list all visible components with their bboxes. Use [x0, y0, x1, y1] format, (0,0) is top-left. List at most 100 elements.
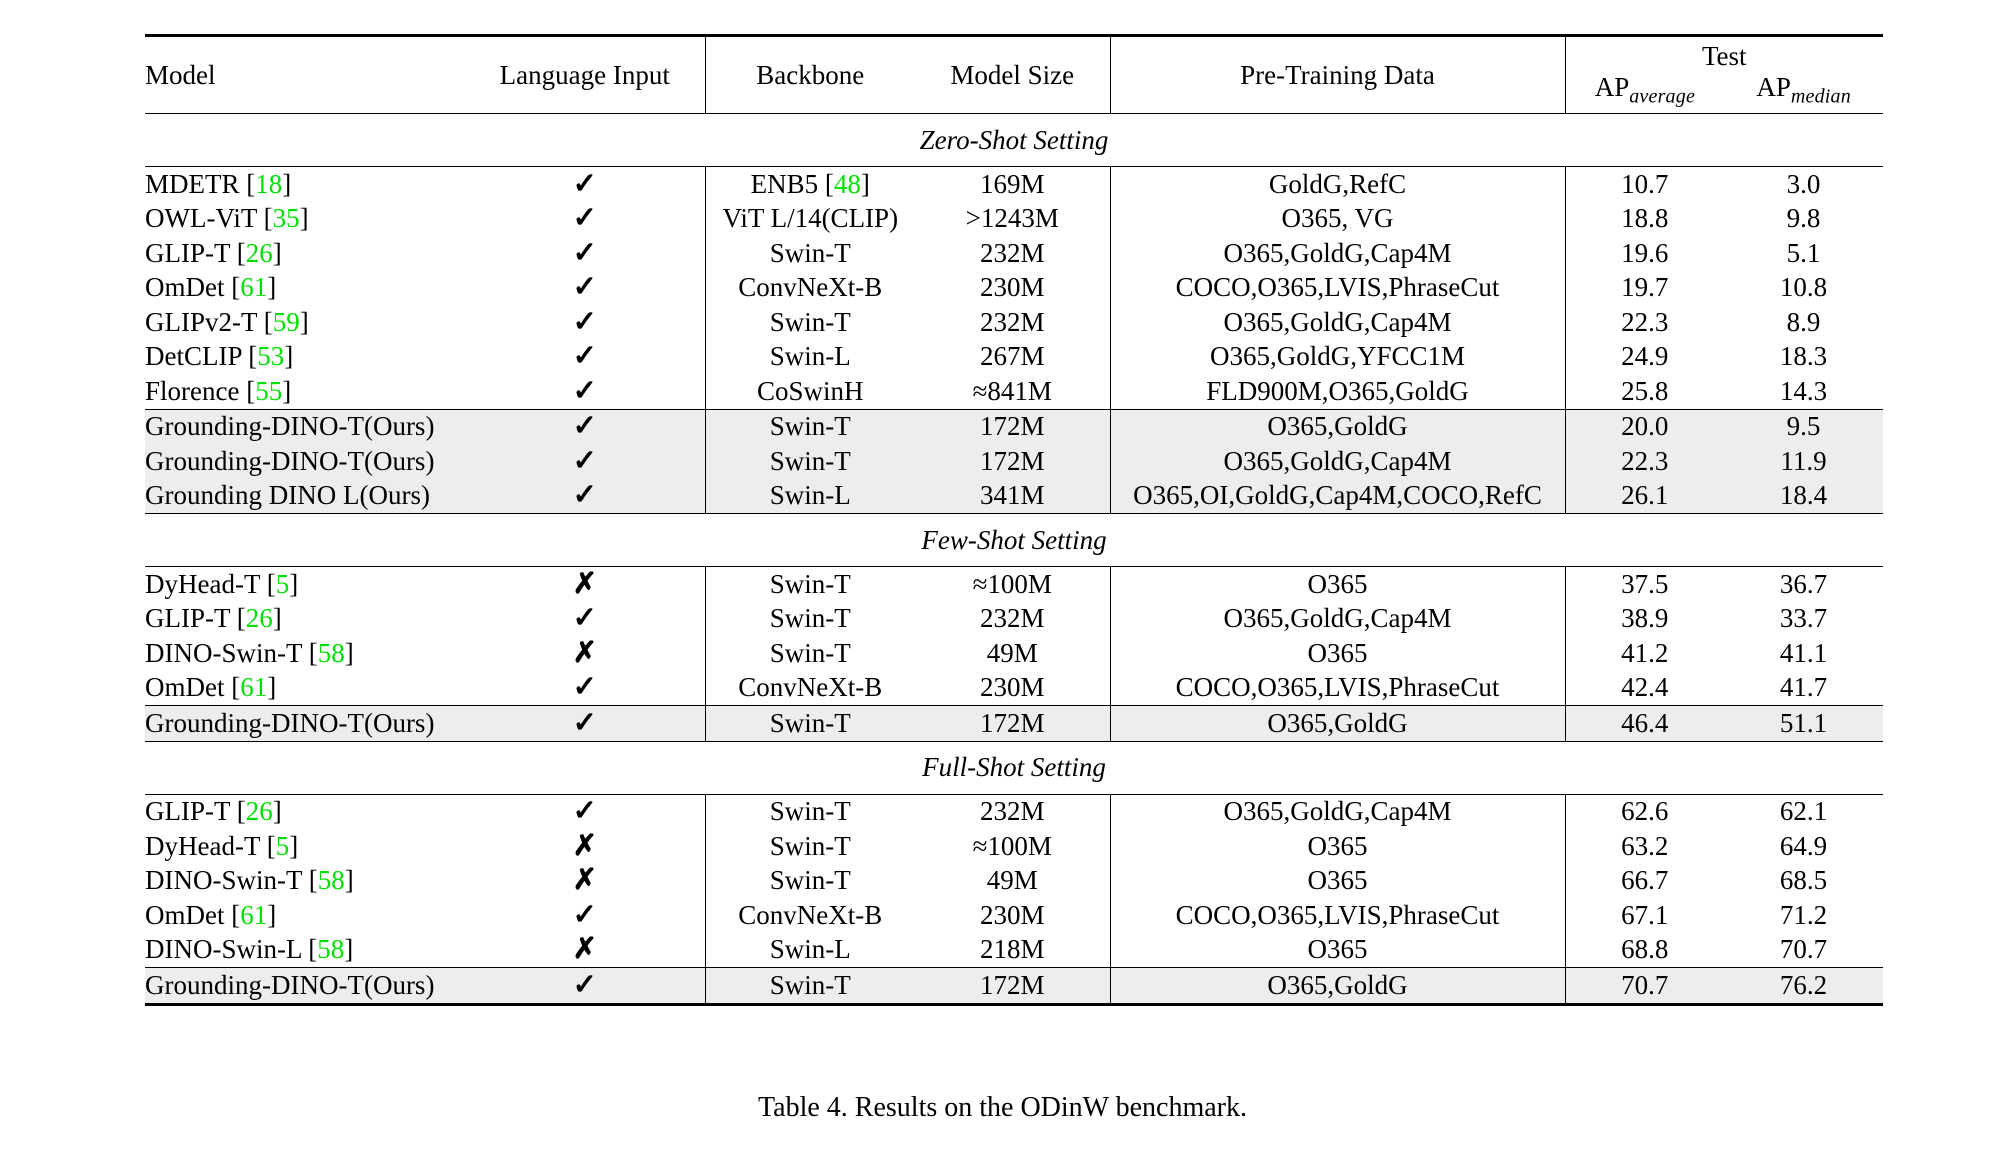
- table-row[interactable]: GLIP-T [26] ✓ Swin-T 232M O365,GoldG,Cap4M 62…: [145, 794, 1883, 829]
- cell-backbone: Swin-T: [705, 567, 915, 602]
- cell-pretraining-data: O365,GoldG,Cap4M: [1110, 305, 1566, 340]
- citation-number[interactable]: 18: [255, 168, 283, 199]
- cell-ap-median: 3.0: [1786, 168, 1821, 199]
- citation-number[interactable]: 48: [833, 168, 861, 199]
- table-rule: [145, 513, 1883, 514]
- section-title-row: Full-Shot Setting: [145, 742, 1883, 795]
- table-row[interactable]: OWL-ViT [35] ✓ ViT L/14(CLIP) >1243M O365, V…: [145, 201, 1883, 237]
- citation-number[interactable]: 53: [257, 341, 285, 372]
- citation-number[interactable]: 59: [272, 306, 300, 337]
- citation-number[interactable]: 55: [255, 375, 283, 406]
- cell-ap-median: 71.2: [1779, 899, 1828, 930]
- table-row[interactable]: DINO-Swin-T [58] ✗ Swin-T 49M O365 41.2 41.1: [145, 636, 1883, 671]
- model-name: DINO-Swin-L: [145, 934, 302, 965]
- citation-number[interactable]: 58: [317, 934, 345, 965]
- table-rule: [145, 166, 1883, 167]
- cell-ap-average: 62.6: [1564, 794, 1724, 829]
- citation-bracket: ]: [282, 168, 292, 199]
- table-row[interactable]: OmDet [61] ✓ ConvNeXt-B 230M COCO,O365,LVIS,…: [145, 670, 1883, 706]
- table-row[interactable]: OmDet [61] ✓ ConvNeXt-B 230M COCO,O365,LVIS,…: [145, 270, 1883, 305]
- section-title: Full-Shot Setting: [922, 752, 1106, 782]
- citation-bracket: [: [308, 865, 318, 896]
- citation-number[interactable]: 5: [275, 568, 290, 599]
- cell-model-size: 169M: [915, 167, 1111, 202]
- table-row[interactable]: DINO-Swin-T [58] ✗ Swin-T 49M O365 66.7 68.5: [145, 863, 1883, 898]
- table-row[interactable]: DyHead-T [5] ✗ Swin-T ≈100M O365 63.2 64.9: [145, 829, 1883, 864]
- backbone-name: Swin-L: [769, 480, 851, 511]
- cell-model: MDETR [18]: [145, 167, 465, 202]
- citation-number[interactable]: 58: [317, 865, 345, 896]
- cell-ap-median: 70.7: [1779, 934, 1828, 965]
- cell-model-size: 172M: [915, 968, 1111, 1004]
- citation-number[interactable]: 61: [240, 899, 268, 930]
- table-row[interactable]: Grounding-DINO-T(Ours) ✓ Swin-T 172M O365,Go…: [145, 706, 1883, 741]
- table-row[interactable]: GLIP-T [26] ✓ Swin-T 232M O365,GoldG,Cap4M 38…: [145, 601, 1883, 636]
- cell-model-size: 232M: [915, 236, 1111, 271]
- model-name: GLIPv2-T: [145, 306, 257, 337]
- citation-bracket: ]: [289, 568, 299, 599]
- cell-ap-average: 68.8: [1564, 932, 1724, 968]
- table-row[interactable]: Grounding-DINO-T(Ours) ✓ Swin-T 172M O365,Go…: [145, 409, 1883, 444]
- citation-number[interactable]: 26: [245, 603, 273, 634]
- model-name: OmDet: [145, 899, 225, 930]
- cell-pretraining-data: O365,OI,GoldG,Cap4M,COCO,RefC: [1110, 478, 1566, 514]
- cell-model-size: 49M: [915, 863, 1111, 898]
- table-row[interactable]: Grounding-DINO-T(Ours) ✓ Swin-T 172M O365,Go…: [145, 444, 1883, 479]
- model-name: Grounding-DINO-T(Ours): [145, 411, 435, 442]
- citation-number[interactable]: 58: [317, 637, 345, 668]
- citation-number[interactable]: 61: [240, 272, 268, 303]
- citation-number[interactable]: 5: [275, 830, 290, 861]
- cell-model-size: >1243M: [915, 201, 1111, 236]
- citation-number[interactable]: 35: [272, 203, 300, 234]
- citation-bracket: ]: [299, 306, 309, 337]
- model-name: GLIP-T: [145, 796, 230, 827]
- cell-model: DINO-Swin-T [58]: [145, 636, 465, 671]
- section-title: Few-Shot Setting: [921, 524, 1107, 555]
- cell-ap-average: 20.0: [1564, 409, 1724, 444]
- check-icon: ✓: [572, 340, 597, 373]
- cell-ap-median: 68.5: [1779, 865, 1828, 896]
- table-row[interactable]: MDETR [18] ✓ ENB5 [48] 169M GoldG,RefC 10.7 3.…: [145, 167, 1883, 202]
- citation-bracket: [: [266, 830, 276, 861]
- table-row[interactable]: DINO-Swin-L [58] ✗ Swin-L 218M O365 68.8 70.7: [145, 932, 1883, 968]
- cell-model: Florence [55]: [145, 374, 465, 409]
- citation-bracket: [: [246, 375, 256, 406]
- model-name: Grounding-DINO-T(Ours): [145, 707, 435, 738]
- table-row[interactable]: DyHead-T [5] ✗ Swin-T ≈100M O365 37.5 36.7: [145, 567, 1883, 602]
- citation-bracket: ]: [272, 237, 282, 268]
- citation-bracket: [: [263, 203, 273, 234]
- backbone-name: Swin-T: [769, 306, 851, 337]
- table-row[interactable]: Grounding DINO L(Ours) ✓ Swin-L 341M O365,OI…: [145, 478, 1883, 514]
- cell-language-input: ✓: [465, 201, 706, 236]
- model-name: DINO-Swin-T: [145, 637, 302, 668]
- check-icon: ✓: [572, 706, 597, 739]
- model-name: OWL-ViT: [145, 203, 257, 234]
- cell-ap-average: 37.5: [1564, 567, 1724, 602]
- model-name: GLIP-T: [145, 603, 230, 634]
- table-row[interactable]: Grounding-DINO-T(Ours) ✓ Swin-T 172M O365,Go…: [145, 968, 1883, 1004]
- table-row[interactable]: GLIPv2-T [59] ✓ Swin-T 232M O365,GoldG,Cap4M…: [145, 305, 1883, 340]
- cell-ap-average: 67.1: [1564, 898, 1724, 933]
- table-row[interactable]: DetCLIP [53] ✓ Swin-L 267M O365,GoldG,YFCC1M…: [145, 339, 1883, 374]
- cell-model-size: 232M: [915, 305, 1111, 340]
- cell-model-size: 232M: [915, 601, 1111, 636]
- cell-ap-average: 38.9: [1564, 601, 1724, 636]
- citation-number[interactable]: 26: [245, 796, 273, 827]
- citation-bracket: ]: [344, 637, 354, 668]
- citation-bracket: ]: [267, 899, 277, 930]
- table-row[interactable]: OmDet [61] ✓ ConvNeXt-B 230M COCO,O365,LVIS,…: [145, 898, 1883, 933]
- backbone-name: Swin-T: [769, 237, 851, 268]
- check-icon: ✓: [572, 444, 597, 477]
- cell-ap-median: 5.1: [1786, 237, 1821, 268]
- citation-number[interactable]: 26: [245, 237, 273, 268]
- citation-bracket: [: [246, 168, 256, 199]
- table-rule: [145, 34, 1883, 38]
- table-row[interactable]: GLIP-T [26] ✓ Swin-T 232M O365,GoldG,Cap4M 19…: [145, 236, 1883, 271]
- table-row[interactable]: Florence [55] ✓ CoSwinH ≈841M FLD900M,O365,G…: [145, 374, 1883, 409]
- col-header-model-size: Model Size: [915, 37, 1111, 114]
- citation-bracket: ]: [282, 375, 292, 406]
- citation-number[interactable]: 61: [240, 672, 268, 703]
- cell-language-input: ✓: [465, 478, 706, 514]
- cross-icon: ✗: [572, 567, 597, 600]
- cell-model: OWL-ViT [35]: [145, 202, 465, 237]
